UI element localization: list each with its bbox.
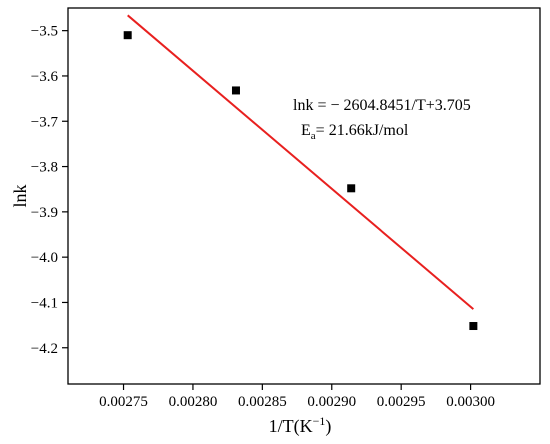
x-tick-label: 0.00275	[99, 394, 148, 410]
y-axis-title: lnk	[10, 184, 30, 207]
y-axis: −3.5 −3.6 −3.7 −3.8 −3.9 −4.0 −4.1 −4.2	[31, 24, 68, 357]
x-axis-title-main: 1/T(K	[269, 416, 313, 437]
x-axis: 0.00275 0.00280 0.00285 0.00290 0.00295 0.003…	[99, 384, 495, 410]
y-tick-label: −3.5	[31, 24, 58, 40]
x-tick-label: 0.00295	[377, 394, 426, 410]
ea-subscript: a	[311, 130, 316, 142]
data-point	[123, 31, 132, 40]
data-points	[123, 31, 478, 331]
x-tick-label: 0.00290	[307, 394, 356, 410]
activation-energy-annotation: Ea= 21.66kJ/mol	[301, 122, 409, 142]
x-tick-label: 0.00300	[446, 394, 495, 410]
data-point	[347, 184, 356, 193]
data-point	[231, 86, 240, 95]
y-tick-label: −4.2	[31, 341, 58, 357]
fit-line	[127, 14, 475, 310]
equation-annotation: lnk = − 2604.8451/T+3.705	[293, 97, 471, 114]
y-tick-label: −4.0	[31, 250, 58, 266]
y-tick-label: −3.6	[31, 69, 59, 85]
x-tick-label: 0.00285	[238, 394, 287, 410]
ea-value: = 21.66kJ/mol	[316, 122, 409, 139]
y-tick-label: −3.8	[31, 160, 58, 176]
y-tick-label: −3.7	[31, 114, 59, 130]
y-tick-label: −4.1	[31, 295, 58, 311]
y-tick-label: −3.9	[31, 205, 58, 221]
data-point	[469, 322, 478, 331]
x-axis-title-sup: −1	[313, 414, 326, 428]
x-axis-title: 1/T(K−1)	[269, 414, 332, 437]
fit-line-group	[127, 14, 475, 310]
x-axis-title-close: )	[325, 416, 331, 437]
x-tick-label: 0.00280	[169, 394, 218, 410]
plot-frame	[67, 7, 541, 385]
ea-prefix: E	[301, 122, 311, 139]
